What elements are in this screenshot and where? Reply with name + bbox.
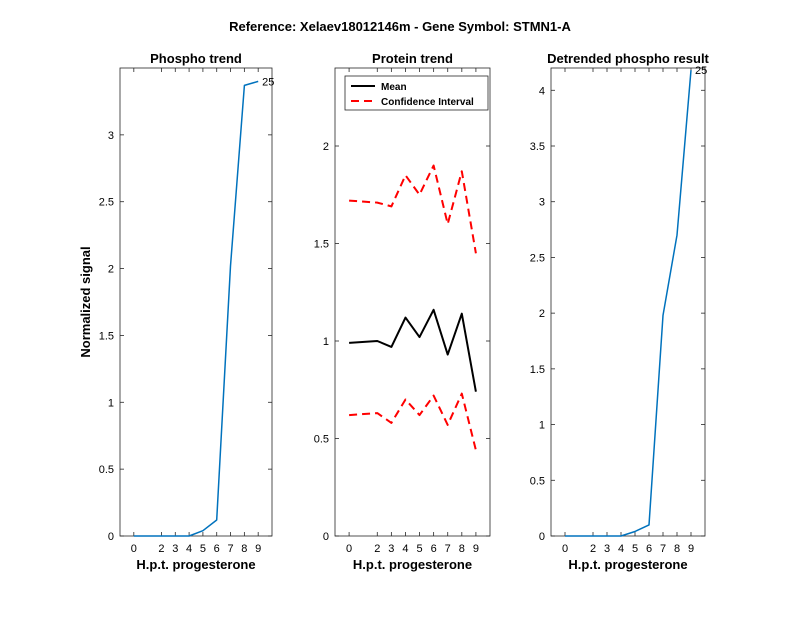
y-tick-label: 2 <box>539 308 545 320</box>
x-tick-label: 4 <box>186 543 192 555</box>
plot-area <box>334 67 491 537</box>
end-label: 25 <box>695 65 707 77</box>
y-axis-label: Normalized signal <box>78 246 93 357</box>
series-line-0 <box>565 70 692 537</box>
x-tick-label: 9 <box>688 543 694 555</box>
x-tick-label: 0 <box>131 543 137 555</box>
x-tick-label: 7 <box>660 543 666 555</box>
x-axis-label: H.p.t. progesterone <box>568 557 687 572</box>
x-tick-label: 6 <box>431 543 437 555</box>
legend-label: Mean <box>381 82 407 93</box>
y-tick-label: 2 <box>108 264 114 276</box>
panel-title: Detrended phospho result <box>547 51 709 66</box>
end-label: 25 <box>262 76 274 88</box>
x-tick-label: 4 <box>402 543 408 555</box>
x-axis-label: H.p.t. progesterone <box>353 557 472 572</box>
x-axis-label: H.p.t. progesterone <box>136 557 255 572</box>
x-tick-label: 3 <box>388 543 394 555</box>
y-tick-label: 0.5 <box>99 464 114 476</box>
y-tick-label: 0.5 <box>530 475 545 487</box>
x-tick-label: 5 <box>416 543 422 555</box>
x-tick-label: 9 <box>473 543 479 555</box>
x-tick-label: 9 <box>255 543 261 555</box>
x-tick-label: 2 <box>374 543 380 555</box>
x-tick-label: 7 <box>227 543 233 555</box>
x-tick-label: 5 <box>200 543 206 555</box>
plot-area <box>119 67 273 537</box>
y-tick-label: 3.5 <box>530 141 545 153</box>
series-line-2 <box>349 392 477 451</box>
y-tick-label: 1.5 <box>530 364 545 376</box>
series-line-1 <box>349 164 477 254</box>
y-tick-label: 2.5 <box>99 197 114 209</box>
x-tick-label: 3 <box>172 543 178 555</box>
y-tick-label: 1.5 <box>314 239 329 251</box>
y-tick-label: 1.5 <box>99 330 114 342</box>
x-tick-label: 5 <box>632 543 638 555</box>
x-tick-label: 8 <box>459 543 465 555</box>
x-tick-label: 2 <box>590 543 596 555</box>
y-tick-label: 1 <box>539 420 545 432</box>
legend-label: Confidence Interval <box>381 97 474 108</box>
x-tick-label: 6 <box>214 543 220 555</box>
x-tick-label: 6 <box>646 543 652 555</box>
y-tick-label: 4 <box>539 85 545 97</box>
y-tick-label: 3 <box>539 197 545 209</box>
x-tick-label: 8 <box>674 543 680 555</box>
y-tick-label: 1 <box>323 336 329 348</box>
series-line-0 <box>133 80 259 537</box>
y-tick-label: 0 <box>323 531 329 543</box>
x-tick-label: 2 <box>158 543 164 555</box>
panel-title: Phospho trend <box>150 51 242 66</box>
y-tick-label: 0 <box>539 531 545 543</box>
x-tick-label: 0 <box>346 543 352 555</box>
figure-title: Reference: Xelaev18012146m - Gene Symbol… <box>229 19 571 34</box>
x-tick-label: 8 <box>241 543 247 555</box>
y-tick-label: 0.5 <box>314 434 329 446</box>
y-tick-label: 1 <box>108 397 114 409</box>
y-tick-label: 2.5 <box>530 252 545 264</box>
plot-area <box>550 67 706 537</box>
legend-box <box>344 75 489 111</box>
x-tick-label: 4 <box>618 543 624 555</box>
y-tick-label: 0 <box>108 531 114 543</box>
panel-title: Protein trend <box>372 51 453 66</box>
x-tick-label: 0 <box>562 543 568 555</box>
y-tick-label: 2 <box>323 141 329 153</box>
series-line-0 <box>349 308 477 392</box>
x-tick-label: 7 <box>445 543 451 555</box>
y-tick-label: 3 <box>108 130 114 142</box>
x-tick-label: 3 <box>604 543 610 555</box>
